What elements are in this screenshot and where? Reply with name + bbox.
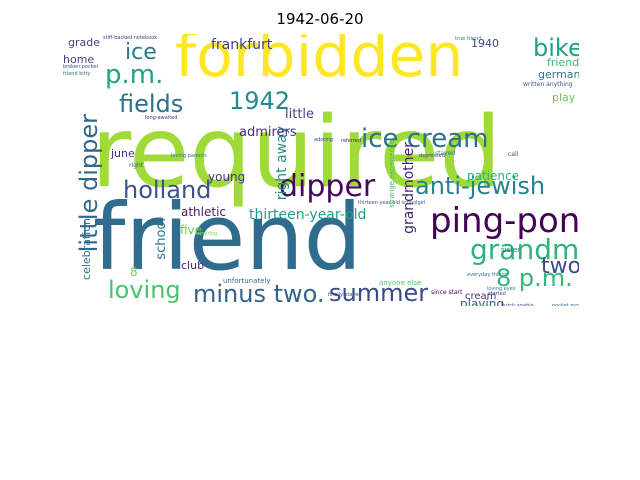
- word-home: home: [63, 53, 95, 66]
- word-friend-kitty: friend kitty: [63, 71, 91, 77]
- word-june: june: [111, 147, 135, 160]
- word-grandmother: grandmother: [401, 142, 417, 234]
- word-cream: cream: [465, 291, 497, 302]
- word-thirteen-year-old: thirteen-year-old: [249, 207, 367, 223]
- word-8: 8: [130, 265, 138, 279]
- word-little: little: [285, 107, 315, 122]
- word-unfortunately: unfortunately: [223, 277, 271, 285]
- word-adoring: adoring: [314, 137, 334, 143]
- word-playing: playing: [460, 297, 504, 306]
- word-stiff-backed-notebook: stiff-backed notebook: [103, 35, 158, 41]
- word-ice-cream: ice cream: [361, 124, 489, 154]
- word-bike: bike: [533, 34, 579, 62]
- word-anyone-else: anyone else: [379, 279, 422, 287]
- word-forbidden: forbidden: [175, 34, 464, 91]
- word-loving-parents: loving parents: [171, 153, 207, 159]
- word-finally-stayed: finally stayed: [328, 292, 362, 298]
- word-long-awaited: long-awaited: [145, 115, 178, 121]
- word-stayed: stayed: [435, 150, 456, 157]
- word-since-start: since start: [431, 289, 463, 296]
- word-loving-eyes: loving eyes: [487, 286, 516, 292]
- word-two: two.: [541, 254, 579, 279]
- word-right: right: [129, 162, 144, 169]
- word-everyday-things: everyday things: [467, 272, 508, 278]
- word-fields: fields: [119, 90, 184, 118]
- word-dipper: dipper: [279, 169, 376, 204]
- word-sister: sister: [501, 246, 521, 254]
- word-referred: referred: [341, 138, 362, 144]
- word-germany: germany: [538, 68, 579, 81]
- word-started: started: [488, 291, 506, 297]
- word-1942: 1942: [229, 87, 291, 115]
- word-call: call: [508, 151, 519, 158]
- word-dutch-apabia: dutch apabia: [501, 303, 534, 307]
- word-patience: patience: [467, 169, 519, 183]
- word-true-friend: true friend: [455, 36, 482, 42]
- word-athletic: athletic: [181, 205, 227, 219]
- word-written-anything: written anything: [523, 81, 573, 88]
- chart-title: 1942-06-20: [276, 10, 364, 28]
- word-friend: friend: [93, 184, 363, 291]
- word-play: play: [552, 91, 576, 104]
- word-1940: 1940: [471, 37, 499, 50]
- word-summer: summer: [329, 279, 429, 306]
- word-frankfurt: frankfurt: [211, 37, 273, 53]
- word-celebration: celebration: [80, 218, 93, 280]
- word-anti-jewish: anti-jewish: [415, 172, 546, 200]
- word-grade: grade: [68, 36, 100, 49]
- word-thirteen-year-old-schoolgirl: thirteen-year-old schoolgirl: [358, 200, 426, 206]
- word-school: school: [154, 218, 169, 260]
- word-broken-pocket: broken pocket: [63, 64, 99, 70]
- word-admiring: admiring: [195, 231, 218, 237]
- word-minus-two: minus two.: [193, 280, 325, 306]
- word-p-m: p.m.: [105, 60, 164, 90]
- word-ice: ice: [125, 40, 157, 65]
- word-pocket-money: pocket money: [552, 303, 579, 307]
- word-required: required: [91, 96, 502, 210]
- word-8-p-m: 8 p.m.: [496, 264, 573, 292]
- word-loving: loving: [108, 276, 181, 304]
- word-five: five: [180, 223, 203, 237]
- word-admirers: admirers: [239, 125, 297, 140]
- word-lucky: lucky: [473, 304, 489, 307]
- word-friends: friends: [547, 56, 579, 69]
- word-club: club: [181, 259, 205, 272]
- word-holland: holland: [123, 176, 212, 204]
- word-strange-experience: strange experience: [388, 140, 396, 208]
- word-grandma: grandma: [470, 233, 579, 266]
- word-young: young: [208, 170, 246, 184]
- word-depressed: depressed: [419, 153, 445, 159]
